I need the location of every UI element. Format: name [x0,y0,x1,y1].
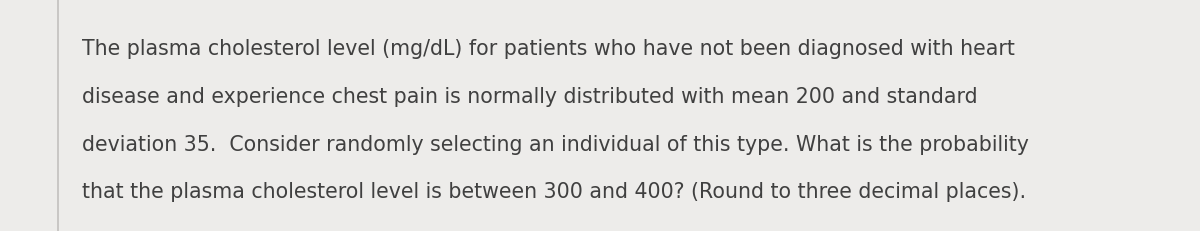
Text: The plasma cholesterol level (mg/dL) for patients who have not been diagnosed wi: The plasma cholesterol level (mg/dL) for… [82,39,1014,59]
Text: that the plasma cholesterol level is between 300 and 400? (Round to three decima: that the plasma cholesterol level is bet… [82,181,1026,201]
Text: deviation 35.  Consider randomly selecting an individual of this type. What is t: deviation 35. Consider randomly selectin… [82,134,1028,154]
Text: disease and experience chest pain is normally distributed with mean 200 and stan: disease and experience chest pain is nor… [82,87,977,106]
